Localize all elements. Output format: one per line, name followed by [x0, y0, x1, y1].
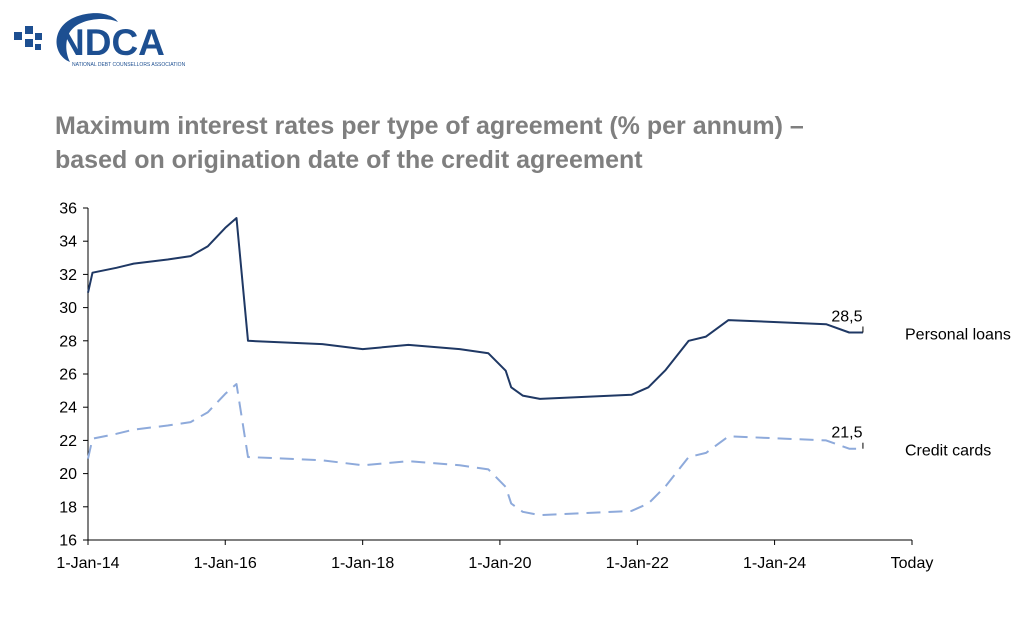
logo-square	[25, 26, 33, 34]
data-label-end-value: 21,5	[831, 425, 862, 442]
y-tick-label: 34	[59, 234, 77, 251]
x-tick-label: 1-Jan-16	[194, 555, 257, 572]
logo-square	[35, 33, 42, 40]
logo-swoosh	[56, 13, 118, 62]
chart-axes: 16 18 20 22 24 26 28 30 32 34 36 1-Jan-14 1-Jan-16 1-…	[56, 201, 933, 573]
series-line-credit-cards	[87, 383, 863, 517]
y-tick-label: 22	[59, 433, 77, 450]
logo-square	[35, 44, 41, 50]
chart-title: Maximum interest rates per type of agree…	[55, 109, 955, 177]
ndca-logo: NDCA NATIONAL DEBT COUNSELLORS ASSOCIATI…	[10, 6, 195, 72]
y-tick-label: 32	[59, 267, 77, 284]
x-tick-label: 1-Jan-20	[468, 555, 531, 572]
y-tick-label: 16	[59, 533, 77, 550]
x-tick-label: 1-Jan-24	[743, 555, 806, 572]
chart-title-line-2: based on origination date of the credit …	[55, 146, 643, 174]
y-tick-label: 30	[59, 300, 77, 317]
y-tick-label: 18	[59, 499, 77, 516]
logo-subtext: NATIONAL DEBT COUNSELLORS ASSOCIATION	[72, 62, 186, 68]
series-line-personal-loans	[87, 217, 863, 400]
y-tick-label: 28	[59, 333, 77, 350]
chart-series	[87, 217, 863, 517]
series-label: Personal loans	[905, 327, 1011, 344]
x-tick-label: Today	[891, 555, 934, 572]
y-tick-label: 24	[59, 400, 77, 417]
x-tick-label: 1-Jan-14	[56, 555, 119, 572]
logo-square	[14, 32, 22, 40]
x-tick-label: 1-Jan-18	[331, 555, 394, 572]
data-label-end-value: 28,5	[831, 309, 862, 326]
x-tick-label: 1-Jan-22	[606, 555, 669, 572]
logo-square	[25, 39, 33, 47]
y-tick-label: 20	[59, 466, 77, 483]
chart-title-line-1: Maximum interest rates per type of agree…	[55, 112, 804, 140]
chart-labels: 28,5 Personal loans 21,5 Credit cards	[831, 309, 1010, 460]
logo-wordmark: NDCA	[58, 22, 165, 63]
y-tick-label: 26	[59, 367, 77, 384]
y-tick-label: 36	[59, 201, 77, 218]
series-label: Credit cards	[905, 443, 991, 460]
ndca-logo-graphic: NDCA NATIONAL DEBT COUNSELLORS ASSOCIATI…	[14, 13, 186, 68]
